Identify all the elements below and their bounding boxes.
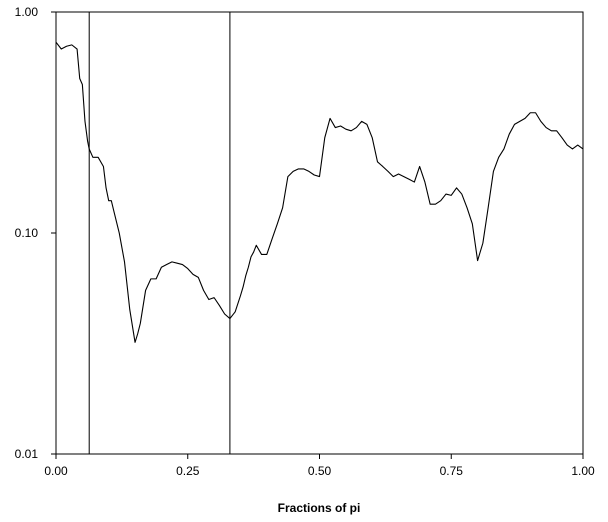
- x-tick-label: 0.25: [176, 464, 200, 478]
- y-tick-label: 1.00: [15, 5, 39, 19]
- plot-area: 0.00 0.25 0.50 0.75 1.00 1.00 0.10 0.01: [15, 5, 595, 478]
- x-tick-label: 0.50: [308, 464, 332, 478]
- plot-frame: [55, 11, 584, 455]
- x-tick-label: 1.00: [571, 464, 595, 478]
- y-tick-label: 0.01: [15, 447, 39, 461]
- y-tick-label: 0.10: [15, 226, 39, 240]
- x-tick-label: 0.00: [44, 464, 68, 478]
- series-line: [55, 41, 584, 343]
- x-axis-title: Fractions of pi: [278, 501, 361, 515]
- x-tick-label: 0.75: [440, 464, 464, 478]
